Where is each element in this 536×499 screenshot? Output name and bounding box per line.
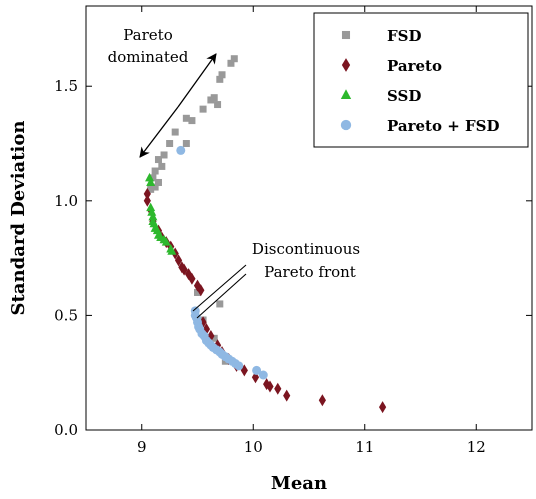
fsd-point [216,300,224,308]
series-pareto [143,187,387,414]
pareto-point [318,394,326,407]
pareto-fsd-point [176,145,186,155]
pareto-point [143,187,151,200]
series-pareto-fsd [176,145,268,380]
plot-frame [85,5,533,431]
legend: FSD Pareto SSD Pareto + FSD [313,12,529,148]
legend-label-pareto-fsd: Pareto + FSD [387,117,499,135]
ssd-point [152,225,162,235]
legend-marker-fsd [341,30,351,40]
pareto-point [143,194,151,207]
fsd-point [188,117,196,125]
fsd-point [182,140,190,148]
x-axis-label: Mean [271,473,327,494]
fsd-point [182,114,190,122]
ssd-point [167,246,177,255]
pareto-point [180,263,188,276]
pointer-discontinuous-a [192,264,247,312]
fsd-point [147,185,155,193]
pareto-fsd-point [234,361,244,371]
fsd-point [210,334,218,342]
ssd-point [161,237,171,246]
fsd-point [199,105,207,113]
ssd-point [147,207,157,216]
ssd-point [148,211,158,221]
x-tick-label: 10 [244,438,263,456]
legend-label-fsd: FSD [387,27,422,45]
pareto-point [266,380,274,393]
fsd-point [216,75,224,83]
fsd-point [154,178,162,186]
fsd-point [151,183,159,191]
legend-label-ssd: SSD [387,87,421,105]
x-tick-label: 11 [355,438,374,456]
pareto-point [197,284,205,297]
fsd-point [171,128,179,136]
annotation-pareto-dominated-line2: dominated [108,48,189,66]
legend-marker-ssd [340,89,352,100]
pareto-point [174,254,183,267]
y-tick-label: 0.0 [54,421,78,439]
axis-ticks: 9 10 11 12 0.0 0.5 1.0 1.5 [54,6,532,456]
fsd-point [194,288,201,296]
fsd-point [149,174,157,182]
ssd-point [146,202,156,212]
legend-marker-pareto-fsd [340,119,352,131]
fsd-point [160,151,168,159]
legend-label-pareto: Pareto [387,57,442,75]
pareto-point [188,272,196,285]
series-ssd [145,172,177,255]
fsd-point [151,167,159,175]
ssd-point [145,172,155,182]
fsd-point [227,59,235,67]
x-tick-label: 9 [137,438,147,456]
ssd-point [149,218,159,228]
annotation-pareto-dominated: Pareto dominated [108,26,217,158]
pareto-point [251,371,260,384]
ssd-point [146,177,156,186]
fsd-point [214,101,222,109]
pareto-fsd-point [258,370,268,380]
fsd-point [218,71,226,79]
fsd-point [230,55,238,63]
arrow-pareto-dominated-upper [177,53,217,108]
pareto-point [378,401,387,414]
annotation-discontinuous-line2: Pareto front [264,263,356,281]
pareto-fsd-point [252,365,262,375]
y-tick-label: 0.5 [54,306,78,324]
annotation-discontinuous: Discontinuous Pareto front [192,240,360,319]
pareto-point [283,389,291,402]
legend-marker-pareto [341,58,351,72]
fsd-point [158,162,166,170]
y-axis-label: Standard Deviation [8,121,29,316]
y-tick-label: 1.5 [54,77,78,95]
pointer-discontinuous-b [196,273,247,319]
fsd-point [154,156,162,164]
annotation-discontinuous-line1: Discontinuous [252,240,360,258]
arrow-pareto-dominated [139,106,179,158]
pareto-point [274,382,282,395]
fsd-point [210,94,218,102]
y-tick-label: 1.0 [54,192,78,210]
data-points [143,55,387,414]
x-tick-label: 12 [467,438,486,456]
fsd-point [166,140,174,148]
annotation-pareto-dominated-line1: Pareto [123,26,172,44]
